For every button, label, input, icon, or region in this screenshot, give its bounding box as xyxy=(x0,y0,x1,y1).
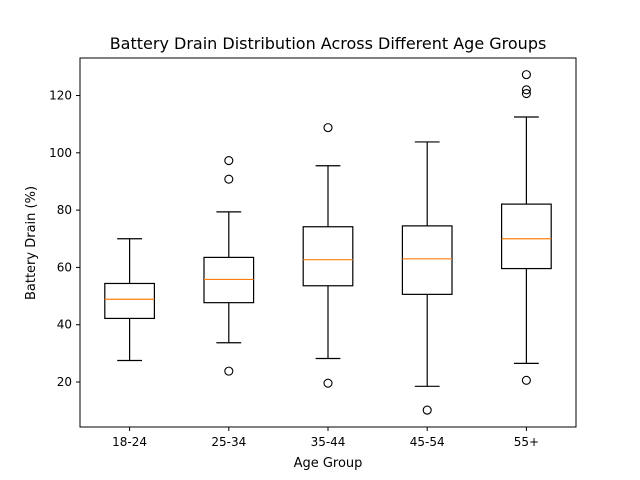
box-iqr xyxy=(401,225,453,295)
box-iqr xyxy=(104,282,156,320)
box-iqr xyxy=(501,203,552,270)
outlier-point xyxy=(521,375,531,385)
outlier-point xyxy=(521,70,531,80)
box-group-35-44 xyxy=(302,123,354,388)
y-tick-label: 120 xyxy=(49,89,72,103)
x-tick-label: 25-34 xyxy=(211,435,246,449)
outlier-point xyxy=(224,156,234,166)
chart-title: Battery Drain Distribution Across Differ… xyxy=(110,34,547,53)
y-tick-label: 20 xyxy=(57,375,72,389)
outlier-point xyxy=(224,366,234,376)
box-iqr xyxy=(302,226,354,287)
box-group-25-34 xyxy=(203,156,255,376)
y-tick-label: 40 xyxy=(57,318,72,332)
x-tick-label: 45-54 xyxy=(410,435,445,449)
y-tick-label: 60 xyxy=(57,260,72,274)
x-axis-label: Age Group xyxy=(294,456,363,471)
outlier-point xyxy=(323,123,333,133)
plot-area: 18-24 25-34 35-44 45-54 55+ 20 40 60 80 100 120 xyxy=(49,57,577,449)
x-tick-label: 35-44 xyxy=(311,435,346,449)
box-group-18-24 xyxy=(104,238,156,362)
outlier-point xyxy=(422,405,432,415)
y-axis-label: Battery Drain (%) xyxy=(24,186,39,300)
x-tick-label: 55+ xyxy=(514,435,539,449)
x-tick-label: 18-24 xyxy=(112,435,147,449)
y-tick-label: 80 xyxy=(57,203,72,217)
y-tick-label: 100 xyxy=(49,146,72,160)
outlier-point xyxy=(224,174,234,184)
outlier-point xyxy=(323,378,333,388)
box-group-45-54 xyxy=(401,141,453,415)
outlier-point xyxy=(521,88,531,99)
outlier-point xyxy=(521,85,531,95)
box-group-55+ xyxy=(501,70,552,385)
